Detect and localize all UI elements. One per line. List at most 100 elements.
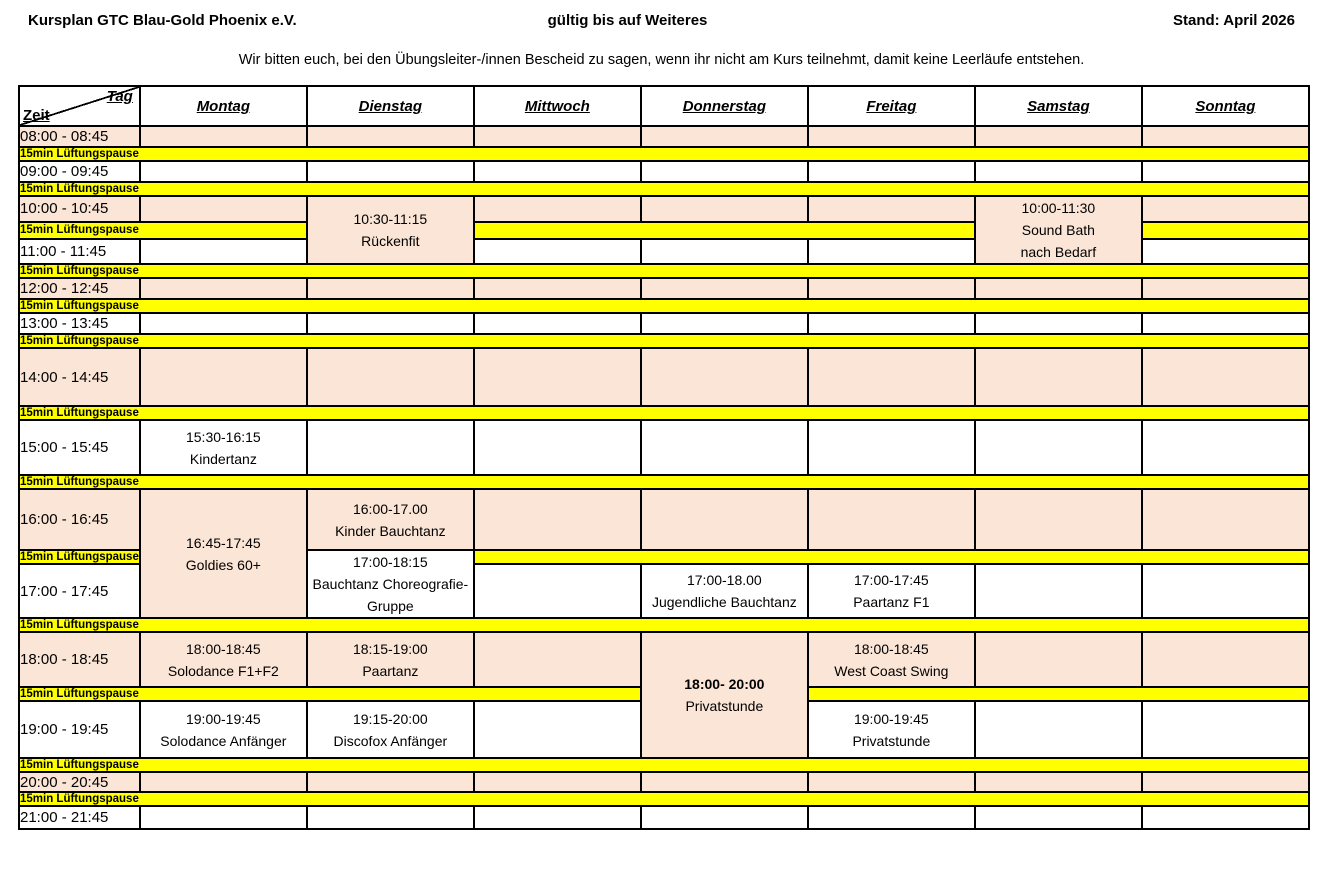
empty-cell xyxy=(639,312,809,335)
empty-cell xyxy=(1140,347,1310,407)
empty-cell xyxy=(639,419,809,476)
empty-cell xyxy=(1140,771,1310,793)
course-name: Kindertanz xyxy=(189,450,257,467)
empty-cell xyxy=(973,312,1143,335)
empty-cell xyxy=(305,347,475,407)
course-jugendliche-bauchtanz: 17:00-18.00 Jugendliche Bauchtanz xyxy=(639,563,809,619)
course-name: Kinder Bauchtanz xyxy=(335,522,446,539)
course-sound-bath: 10:00-11:30 Sound Bath nach Bedarf xyxy=(973,195,1143,265)
course-name: Jugendliche Bauchtanz xyxy=(651,594,797,610)
day-header-donnerstag: Donnerstag xyxy=(639,85,809,127)
empty-cell xyxy=(138,805,308,830)
schedule-table: Tag Zeit Montag Dienstag Mittwoch Donner… xyxy=(18,85,1310,830)
empty-cell xyxy=(472,195,642,223)
empty-cell xyxy=(138,347,308,407)
course-name: Solodance F1+F2 xyxy=(167,662,279,679)
empty-cell xyxy=(138,237,308,265)
empty-cell xyxy=(472,771,642,793)
pause-row xyxy=(472,549,1310,565)
course-name: Solodance Anfänger xyxy=(160,732,287,749)
course-time: 18:00- 20:00 xyxy=(684,676,765,692)
doc-validity: gültig bis auf Weiteres xyxy=(547,12,708,29)
doc-notice: Wir bitten euch, bei den Übungsleiter-/i… xyxy=(238,52,1085,68)
time-slot-1000: 10:00 - 10:45 xyxy=(18,195,141,223)
pause-row xyxy=(1140,220,1310,240)
pause-row: 15min Lüftungspause xyxy=(18,263,1310,279)
day-header-freitag: Freitag xyxy=(806,85,976,127)
empty-cell xyxy=(973,563,1143,619)
empty-cell xyxy=(138,125,308,148)
empty-cell xyxy=(639,277,809,300)
pause-row: 15min Lüftungspause xyxy=(18,791,1310,807)
course-time: 15:30-16:15 xyxy=(185,428,261,445)
course-name: Paartanz F1 xyxy=(853,594,930,610)
empty-cell xyxy=(1140,277,1310,300)
empty-cell xyxy=(1140,700,1310,759)
empty-cell xyxy=(472,237,642,265)
empty-cell xyxy=(973,277,1143,300)
time-slot-1200: 12:00 - 12:45 xyxy=(18,277,141,300)
empty-cell xyxy=(806,488,976,551)
pause-row: 15min Lüftungspause xyxy=(18,146,1310,162)
pause-row: 15min Lüftungspause xyxy=(18,298,1310,314)
empty-cell xyxy=(1140,125,1310,148)
pause-row: 15min Lüftungspause xyxy=(18,474,1310,490)
empty-cell xyxy=(472,125,642,148)
empty-cell xyxy=(305,771,475,793)
pause-row: 15min Lüftungspause xyxy=(18,220,308,240)
course-time: 18:15-19:00 xyxy=(352,640,428,657)
empty-cell xyxy=(1140,312,1310,335)
course-name: West Coast Swing xyxy=(834,662,949,679)
empty-cell xyxy=(472,700,642,759)
time-slot-1400: 14:00 - 14:45 xyxy=(18,347,141,407)
empty-cell xyxy=(305,277,475,300)
empty-cell xyxy=(472,631,642,688)
empty-cell xyxy=(138,160,308,183)
empty-cell xyxy=(973,805,1143,830)
empty-cell xyxy=(305,312,475,335)
empty-cell xyxy=(1140,563,1310,619)
day-header-mittwoch: Mittwoch xyxy=(472,85,642,127)
pause-row: 15min Lüftungspause xyxy=(18,181,1310,197)
empty-cell xyxy=(806,237,976,265)
empty-cell xyxy=(472,563,642,619)
empty-cell xyxy=(305,125,475,148)
empty-cell xyxy=(806,160,976,183)
empty-cell xyxy=(973,631,1143,688)
empty-cell xyxy=(472,419,642,476)
time-slot-1900: 19:00 - 19:45 xyxy=(18,700,141,759)
course-time: 17:00-18.00 xyxy=(686,572,762,588)
empty-cell xyxy=(472,805,642,830)
empty-cell xyxy=(806,771,976,793)
doc-stand: Stand: April 2026 xyxy=(1173,12,1295,29)
course-privatstunde-freitag: 19:00-19:45 Privatstunde xyxy=(806,700,976,759)
empty-cell xyxy=(806,125,976,148)
pause-row: 15min Lüftungspause xyxy=(18,549,141,565)
empty-cell xyxy=(1140,631,1310,688)
empty-cell xyxy=(472,488,642,551)
document-header: Kursplan GTC Blau-Gold Phoenix e.V. gült… xyxy=(0,12,1323,34)
time-slot-1100: 11:00 - 11:45 xyxy=(18,237,141,265)
course-name: Privatstunde xyxy=(685,698,764,714)
empty-cell xyxy=(472,312,642,335)
pause-row: 15min Lüftungspause xyxy=(18,405,1310,421)
time-slot-0900: 09:00 - 09:45 xyxy=(18,160,141,183)
time-slot-1500: 15:00 - 15:45 xyxy=(18,419,141,476)
empty-cell xyxy=(806,277,976,300)
course-solodance-anfaenger: 19:00-19:45 Solodance Anfänger xyxy=(138,700,308,759)
time-slot-2000: 20:00 - 20:45 xyxy=(18,771,141,793)
pause-row: 15min Lüftungspause xyxy=(18,686,642,702)
course-solodance-f1f2: 18:00-18:45 Solodance F1+F2 xyxy=(138,631,308,688)
empty-cell xyxy=(973,488,1143,551)
course-time: 16:45-17:45 xyxy=(185,534,261,551)
course-time: 16:00-17.00 xyxy=(352,500,428,517)
empty-cell xyxy=(305,160,475,183)
empty-cell xyxy=(639,488,809,551)
course-west-coast-swing: 18:00-18:45 West Coast Swing xyxy=(806,631,976,688)
empty-cell xyxy=(639,347,809,407)
empty-cell xyxy=(138,312,308,335)
course-note: nach Bedarf xyxy=(1020,244,1097,260)
course-time: 19:15-20:00 xyxy=(352,710,428,727)
empty-cell xyxy=(472,160,642,183)
